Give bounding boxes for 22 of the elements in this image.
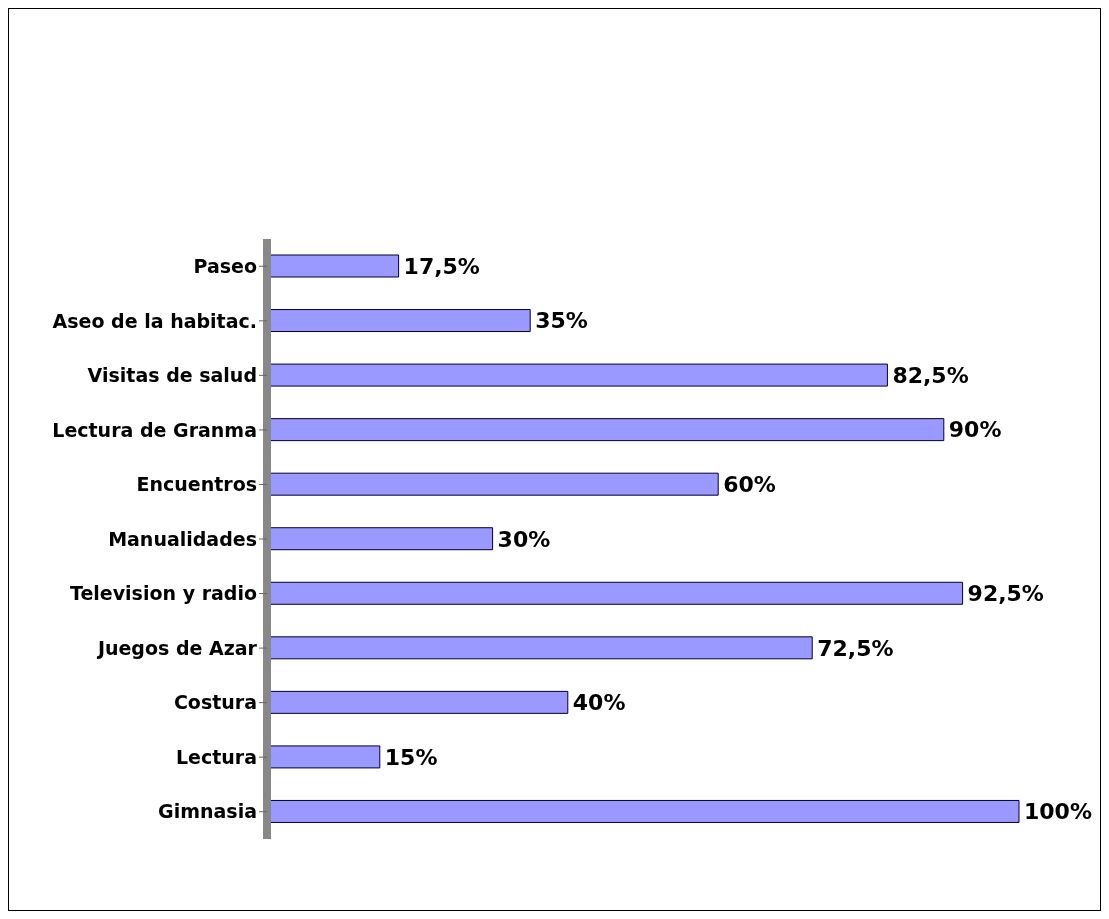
data-label: 90% (948, 417, 1002, 443)
y-tick-label: Lectura de Granma (52, 418, 257, 441)
data-label: 17,5% (403, 253, 480, 279)
y-tick-label: Television y radio (70, 582, 257, 605)
y-tick-label: Encuentros (136, 473, 257, 496)
y-tick-label: Lectura (175, 745, 257, 768)
y-tick-label: Aseo de la habitac. (52, 309, 257, 332)
data-label: 40% (572, 690, 626, 716)
data-label: 60% (723, 471, 776, 497)
y-tick-label: Costura (173, 691, 257, 714)
data-label: 82,5% (892, 362, 969, 388)
y-tick-label: Juegos de Azar (95, 636, 258, 659)
y-tick-label: Paseo (193, 255, 257, 278)
data-label: 100% (1024, 799, 1092, 825)
y-tick-label: Visitas de salud (87, 364, 257, 387)
y-tick-label: Manualidades (108, 527, 257, 550)
data-label: 30% (497, 526, 551, 552)
data-label: 15% (384, 744, 438, 770)
data-label: 35% (535, 308, 588, 334)
data-label: 92,5% (967, 581, 1044, 607)
data-label: 72,5% (817, 635, 894, 661)
y-tick-label: Gimnasia (158, 800, 257, 823)
